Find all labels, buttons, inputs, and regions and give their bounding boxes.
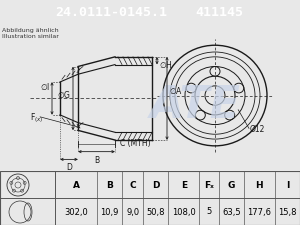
Text: D: D — [66, 163, 72, 172]
Text: 5: 5 — [206, 207, 211, 216]
Text: Fₓ: Fₓ — [204, 180, 214, 189]
Text: E: E — [181, 180, 187, 189]
Text: 411145: 411145 — [195, 7, 243, 19]
Text: $\varnothing$H: $\varnothing$H — [159, 59, 172, 70]
Text: 108,0: 108,0 — [172, 207, 196, 216]
Text: G: G — [228, 180, 235, 189]
Text: $\varnothing$I: $\varnothing$I — [40, 81, 50, 92]
Text: Illustration similar: Illustration similar — [2, 34, 59, 39]
Text: ATE: ATE — [149, 84, 241, 127]
Text: Abbildung ähnlich: Abbildung ähnlich — [2, 28, 58, 33]
Text: D: D — [152, 180, 160, 189]
Text: B: B — [94, 155, 99, 164]
Text: 177,6: 177,6 — [248, 207, 272, 216]
Text: 302,0: 302,0 — [64, 207, 88, 216]
Text: I: I — [286, 180, 289, 189]
Text: $\varnothing$G: $\varnothing$G — [57, 89, 71, 100]
Text: F$_{(x)}$: F$_{(x)}$ — [30, 111, 43, 125]
Text: 50,8: 50,8 — [146, 207, 165, 216]
Text: 24.0111-0145.1: 24.0111-0145.1 — [55, 7, 167, 19]
Text: 9,0: 9,0 — [126, 207, 139, 216]
Text: 10,9: 10,9 — [100, 207, 119, 216]
Text: B: B — [106, 180, 113, 189]
Text: Ø12: Ø12 — [250, 125, 266, 134]
Text: A: A — [73, 180, 80, 189]
Text: $\varnothing$A: $\varnothing$A — [169, 85, 183, 96]
Text: C: C — [129, 180, 136, 189]
Text: C (MTH): C (MTH) — [120, 140, 151, 148]
Text: 63,5: 63,5 — [222, 207, 241, 216]
Text: 15,8: 15,8 — [278, 207, 297, 216]
Text: H: H — [256, 180, 263, 189]
